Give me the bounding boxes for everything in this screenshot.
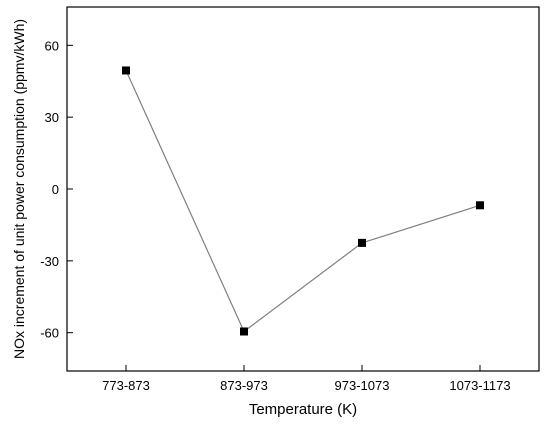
data-point-marker — [122, 66, 130, 75]
y-tick-label: 0 — [52, 182, 59, 197]
x-tick-label: 973-1073 — [335, 378, 390, 393]
x-tick-label: 873-973 — [220, 378, 268, 393]
y-tick-label: 60 — [45, 38, 59, 53]
y-axis: 60 30 0 -30 -60 — [40, 38, 73, 341]
y-tick-label: -60 — [40, 326, 59, 341]
plot-area-frame — [66, 6, 540, 372]
series-line — [125, 70, 481, 333]
x-tick-label: 773-873 — [102, 378, 150, 393]
y-tick-label: -30 — [40, 254, 59, 269]
x-axis: 773-873 873-973 973-1073 1073-1173 — [102, 365, 511, 393]
y-tick-label: 30 — [45, 110, 59, 125]
y-axis-label: NOx increment of unit power consumption … — [11, 19, 27, 359]
data-point-marker — [358, 238, 366, 247]
data-point-marker — [240, 327, 248, 336]
data-point-marker — [476, 201, 484, 210]
x-tick-label: 1073-1173 — [449, 378, 510, 393]
series-layer — [122, 66, 484, 336]
x-axis-label: Temperature (K) — [249, 401, 357, 418]
